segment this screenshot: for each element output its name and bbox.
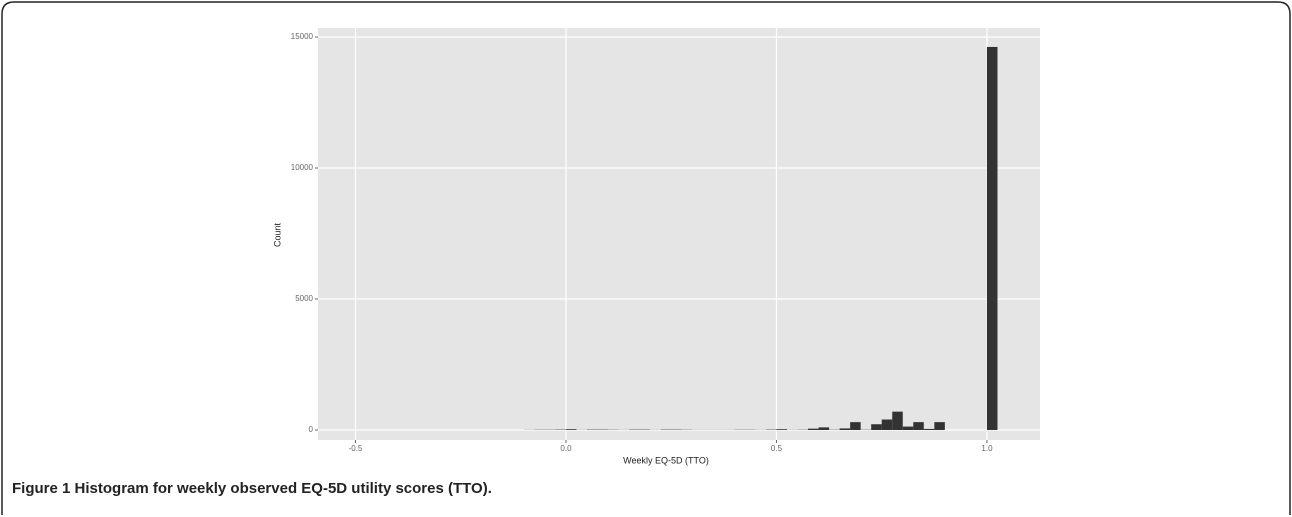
caption: Figure 1 Histogram for weekly observed E… [12,480,492,497]
x-axis-label: Weekly EQ-5D (TTO) [623,455,709,465]
figure-label: Figure 1 [12,480,70,497]
bar [913,422,924,430]
bar [902,426,914,430]
bar [565,429,577,430]
bar [871,424,882,430]
x-tick-label: 0.5 [771,444,783,453]
y-axis-label: Count [272,223,282,248]
bar [934,422,945,430]
plot-panel [318,28,1040,440]
bar [839,428,851,430]
y-tick-label: 10000 [291,163,314,172]
bar [776,429,787,430]
y-tick-label: 5000 [295,294,313,303]
bar [850,422,861,430]
y-tick-label: 15000 [291,32,314,41]
x-tick-label: 0.0 [560,444,572,453]
bar [923,428,935,430]
bar [881,419,893,430]
bar [892,411,903,430]
bar [986,46,998,430]
x-tick-label: 1.0 [981,444,993,453]
bar [808,428,819,430]
caption-text: Histogram for weekly observed EQ-5D util… [75,480,492,497]
bar [818,427,830,430]
x-tick-label: -0.5 [349,444,363,453]
y-tick-label: 0 [309,425,314,434]
